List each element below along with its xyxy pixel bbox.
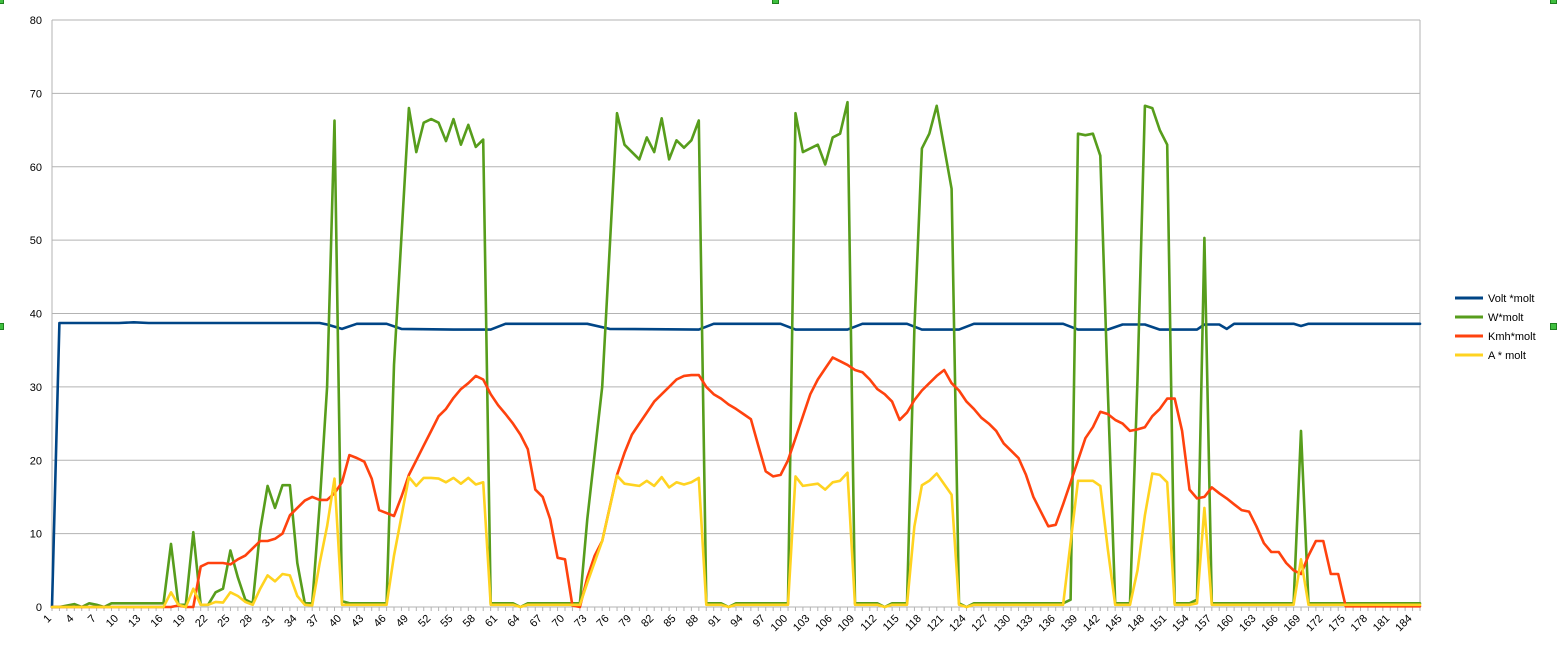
y-tick-label: 40: [30, 309, 42, 321]
legend-label: Volt *molt: [1488, 293, 1534, 305]
x-tick-label: 22: [193, 613, 210, 630]
x-tick-label: 61: [483, 613, 500, 630]
x-tick-label: 91: [706, 613, 723, 630]
x-tick-label: 160: [1215, 613, 1236, 634]
x-tick-label: 37: [305, 613, 322, 630]
x-axis-tick-labels: 1 4 7 10 13 16 19 22 25 28 31 34 37 40 43 46 49 52 55 58 61 6…: [41, 613, 1414, 634]
x-tick-label: 79: [617, 613, 634, 630]
y-tick-label: 70: [30, 88, 42, 100]
y-tick-label: 50: [30, 235, 42, 247]
legend: Volt *molt W*molt Kmh*molt A * molt: [1455, 293, 1536, 362]
x-tick-label: 70: [550, 613, 567, 630]
x-tick-label: 28: [238, 613, 255, 630]
x-tick-label: 97: [751, 613, 768, 630]
x-tick-label: 124: [947, 613, 968, 634]
x-tick-label: 76: [595, 613, 612, 630]
gridlines: [51, 19, 1421, 611]
x-tick-label: 34: [282, 613, 299, 630]
x-tick-label: 112: [858, 613, 879, 634]
x-tick-label: 43: [349, 613, 366, 630]
x-tick-label: 121: [925, 613, 946, 634]
y-tick-label: 30: [30, 382, 42, 394]
x-tick-label: 139: [1059, 613, 1080, 634]
y-tick-label: 10: [30, 529, 42, 541]
x-tick-label: 64: [505, 613, 522, 630]
series-line-3: [50, 356, 1422, 609]
selection-handle[interactable]: [1550, 0, 1557, 4]
x-tick-label: 94: [728, 613, 745, 630]
x-tick-label: 1: [41, 613, 54, 626]
x-tick-label: 145: [1103, 613, 1124, 634]
selection-handle[interactable]: [1550, 323, 1557, 330]
x-tick-label: 118: [903, 613, 924, 634]
x-tick-label: 55: [438, 613, 455, 630]
y-tick-label: 20: [30, 455, 42, 467]
y-axis-tick-labels: 0 10 20 30 40 50 60 70 80: [30, 15, 42, 614]
x-tick-label: 115: [881, 613, 902, 634]
x-tick-label: 163: [1237, 613, 1258, 634]
series-line-4: [50, 471, 1422, 609]
x-tick-label: 19: [171, 613, 188, 630]
x-tick-label: 58: [461, 613, 478, 630]
y-tick-label: 60: [30, 162, 42, 174]
x-tick-label: 100: [769, 613, 790, 634]
x-tick-label: 49: [394, 613, 411, 630]
x-tick-label: 7: [86, 613, 99, 626]
x-tick-label: 166: [1259, 613, 1280, 634]
x-tick-label: 178: [1349, 613, 1370, 634]
x-tick-label: 13: [126, 613, 143, 630]
x-tick-label: 181: [1371, 613, 1392, 634]
selection-handle[interactable]: [772, 0, 779, 4]
series-line-2: [50, 100, 1422, 609]
series-lines: [50, 100, 1422, 609]
x-tick-label: 4: [64, 613, 77, 626]
x-tick-label: 16: [148, 613, 165, 630]
legend-label: Kmh*molt: [1488, 331, 1536, 343]
x-tick-label: 40: [327, 613, 344, 630]
x-tick-label: 103: [791, 613, 812, 634]
x-tick-label: 142: [1081, 613, 1102, 634]
x-tick-label: 25: [215, 613, 232, 630]
x-tick-label: 46: [372, 613, 389, 630]
x-tick-label: 10: [104, 613, 121, 630]
x-tick-label: 85: [661, 613, 678, 630]
x-tick-label: 172: [1304, 613, 1325, 634]
x-tick-label: 106: [813, 613, 834, 634]
x-tick-label: 154: [1170, 613, 1191, 634]
selection-handle[interactable]: [0, 0, 4, 4]
x-tick-label: 130: [992, 613, 1013, 634]
x-tick-label: 133: [1014, 613, 1035, 634]
x-tick-label: 151: [1148, 613, 1169, 634]
x-tick-label: 136: [1036, 613, 1057, 634]
x-tick-label: 184: [1393, 613, 1414, 634]
x-tick-label: 67: [528, 613, 545, 630]
x-tick-label: 88: [684, 613, 701, 630]
legend-label: W*molt: [1488, 312, 1523, 324]
y-tick-label: 0: [36, 602, 42, 614]
legend-label: A * molt: [1488, 350, 1526, 362]
x-tick-label: 31: [260, 613, 277, 630]
x-tick-label: 73: [572, 613, 589, 630]
x-tick-label: 169: [1282, 613, 1303, 634]
x-tick-label: 175: [1326, 613, 1347, 634]
x-tick-label: 127: [969, 613, 990, 634]
x-tick-label: 109: [836, 613, 857, 634]
y-tick-label: 80: [30, 15, 42, 27]
x-tick-label: 82: [639, 613, 656, 630]
x-tick-label: 52: [416, 613, 433, 630]
x-tick-label: 157: [1192, 613, 1213, 634]
selection-handle[interactable]: [0, 323, 4, 330]
x-tick-label: 148: [1126, 613, 1147, 634]
